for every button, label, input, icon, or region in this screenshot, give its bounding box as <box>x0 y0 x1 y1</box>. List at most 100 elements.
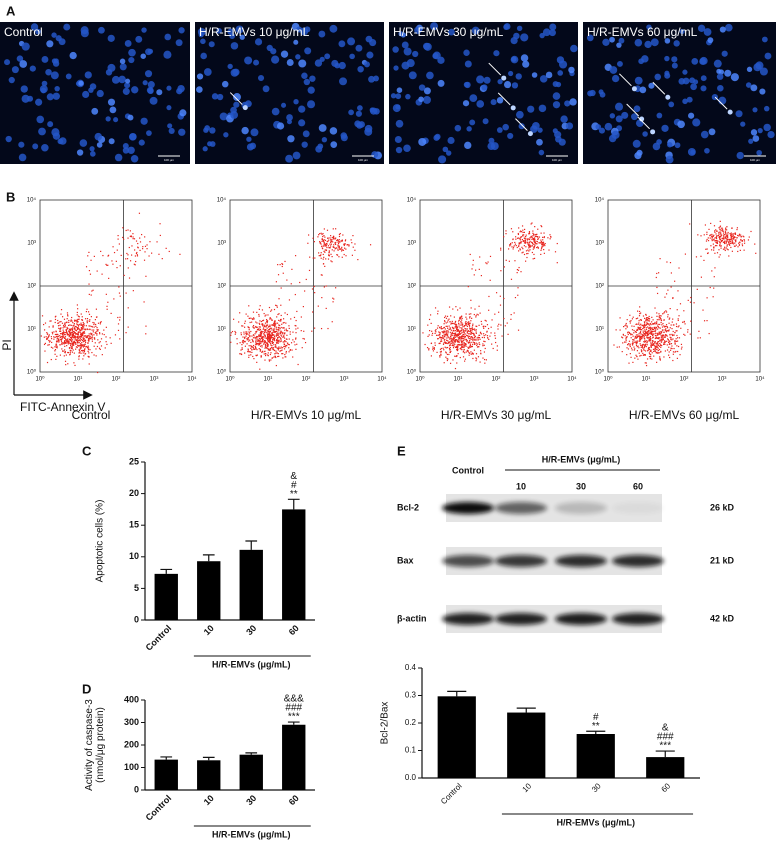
event <box>284 341 285 342</box>
event <box>721 241 722 242</box>
event <box>101 338 102 339</box>
event <box>247 351 248 352</box>
event <box>461 347 462 348</box>
y-tick-label: 10⁰ <box>27 369 37 376</box>
event <box>649 347 650 348</box>
event <box>282 347 283 348</box>
event <box>322 248 323 249</box>
caption: Control <box>72 408 111 422</box>
nucleus <box>549 23 556 30</box>
event <box>115 334 116 335</box>
nucleus <box>511 56 519 64</box>
event <box>260 346 261 347</box>
event <box>716 240 717 241</box>
event <box>465 321 466 322</box>
event <box>77 329 78 330</box>
event <box>252 356 253 357</box>
event <box>658 348 659 349</box>
nucleus <box>81 26 89 34</box>
event <box>246 343 247 344</box>
kd-label: 21 kD <box>710 555 735 565</box>
event <box>110 337 111 338</box>
x-tick-label: 10² <box>680 377 689 383</box>
event <box>715 245 716 246</box>
event <box>711 236 712 237</box>
event <box>277 332 278 333</box>
event <box>641 337 642 338</box>
event <box>485 320 486 321</box>
event <box>352 235 353 236</box>
event <box>617 347 618 348</box>
event <box>282 337 283 338</box>
event <box>641 347 642 348</box>
event <box>286 338 287 339</box>
event <box>328 254 329 255</box>
event <box>264 334 265 335</box>
event <box>719 244 720 245</box>
event <box>51 336 52 337</box>
event <box>652 319 653 320</box>
event <box>659 358 660 359</box>
event <box>111 343 112 344</box>
event <box>70 345 71 346</box>
event <box>81 324 82 325</box>
event <box>540 254 541 255</box>
event <box>290 331 291 332</box>
event <box>706 234 707 235</box>
event <box>468 321 469 322</box>
event <box>296 320 297 321</box>
event <box>652 345 653 346</box>
nucleus <box>546 72 553 79</box>
event <box>267 345 268 346</box>
x-tick-label: 10² <box>492 377 501 383</box>
event <box>91 352 92 353</box>
event <box>438 335 439 336</box>
event <box>427 336 428 337</box>
event <box>647 341 648 342</box>
event <box>319 241 320 242</box>
event <box>674 340 675 341</box>
nucleus <box>466 126 471 131</box>
event <box>742 243 743 244</box>
event <box>655 346 656 347</box>
event <box>269 360 270 361</box>
nucleus <box>748 139 753 144</box>
event <box>79 350 80 351</box>
event <box>656 277 657 278</box>
event <box>469 323 470 324</box>
event <box>490 332 491 333</box>
event <box>731 232 732 233</box>
event <box>92 337 93 338</box>
event <box>92 322 93 323</box>
event <box>509 244 510 245</box>
event <box>477 337 478 338</box>
event <box>464 361 465 362</box>
nucleus <box>355 45 362 52</box>
event <box>505 230 506 231</box>
event <box>532 237 533 238</box>
nucleus <box>605 123 613 131</box>
event <box>488 296 489 297</box>
event <box>448 354 449 355</box>
event <box>49 341 50 342</box>
event <box>472 358 473 359</box>
event <box>630 346 631 347</box>
event <box>72 348 73 349</box>
y-axis-label: (nmol/μg protein) <box>95 707 106 783</box>
event <box>638 346 639 347</box>
event <box>511 314 512 315</box>
nucleus <box>539 150 545 156</box>
event <box>632 339 633 340</box>
event <box>84 341 85 342</box>
band <box>495 555 547 567</box>
event <box>672 338 673 339</box>
event <box>141 234 142 235</box>
nucleus <box>419 84 425 90</box>
nucleus <box>85 71 92 78</box>
event <box>681 344 682 345</box>
event <box>88 338 89 339</box>
event <box>285 345 286 346</box>
event <box>89 270 90 271</box>
bar <box>577 734 615 778</box>
event <box>478 339 479 340</box>
